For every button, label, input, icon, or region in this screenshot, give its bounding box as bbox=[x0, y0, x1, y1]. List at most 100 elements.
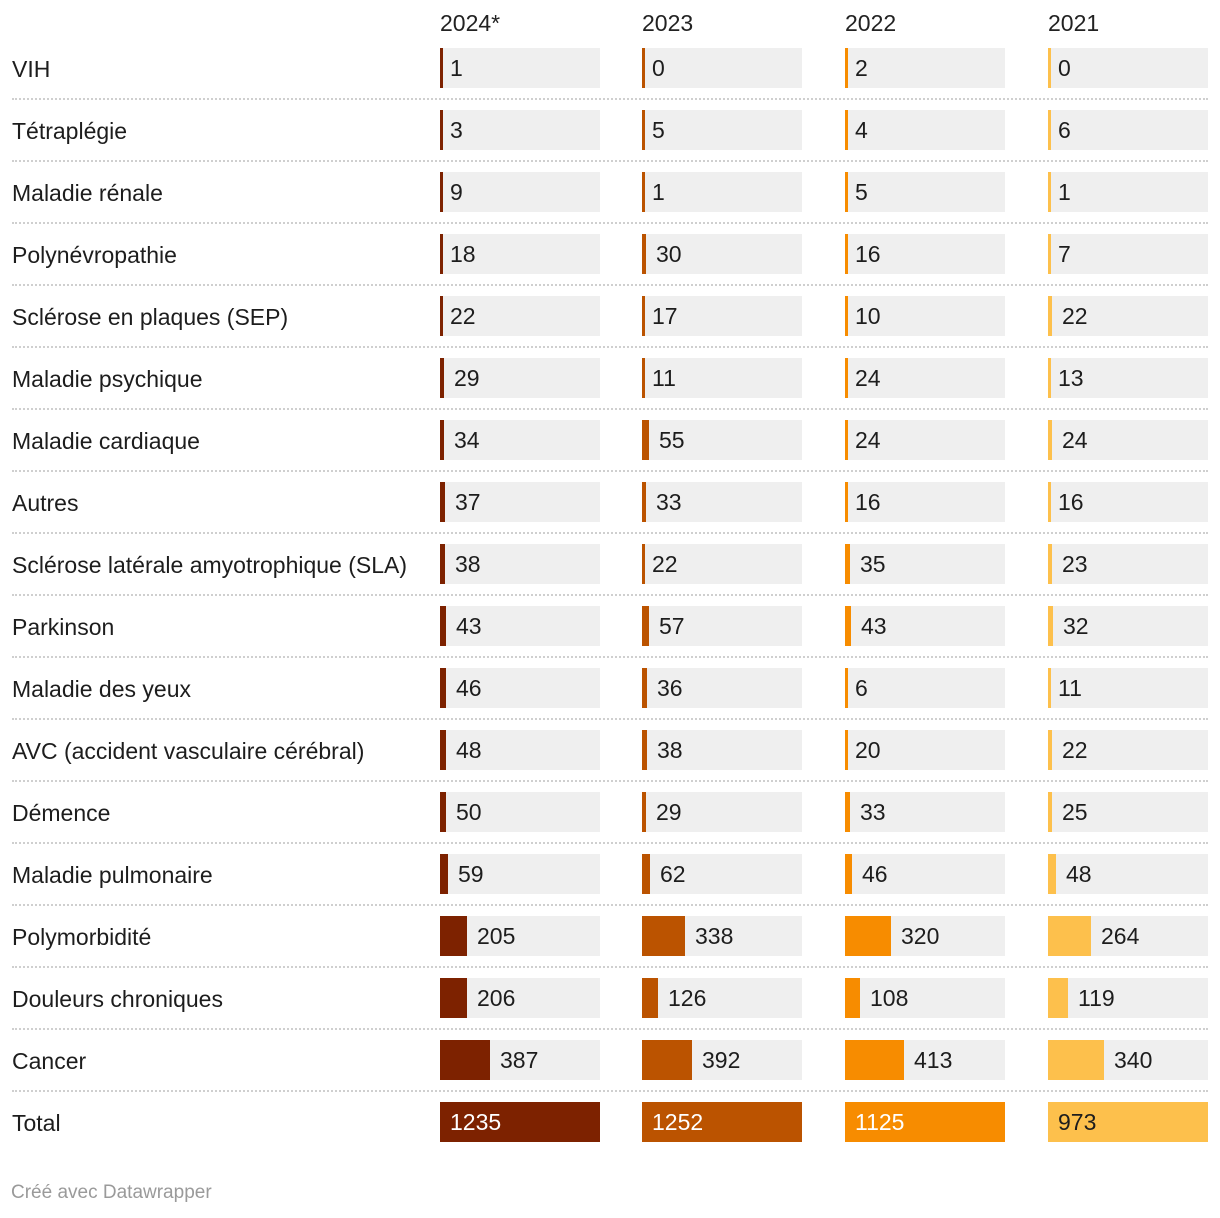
row-label: Polymorbidité bbox=[12, 924, 152, 950]
table-row: Maladie pulmonaire 59 62 46 48 bbox=[12, 844, 1208, 906]
row-label: Sclérose en plaques (SEP) bbox=[12, 304, 289, 330]
bar-value-label: 16 bbox=[1058, 489, 1084, 515]
bar-cell: 18 bbox=[440, 234, 600, 274]
column-header-2024: 2024* bbox=[440, 10, 501, 36]
row-divider bbox=[12, 284, 1208, 286]
bar-value-label: 32 bbox=[1063, 613, 1089, 639]
bar-cell: 38 bbox=[642, 730, 802, 770]
bar-mark bbox=[1048, 296, 1052, 336]
bar-value-label: 37 bbox=[455, 489, 481, 515]
bar-mark bbox=[440, 730, 446, 770]
bar-cell: 1235 bbox=[440, 1102, 600, 1142]
bar-mark bbox=[440, 1040, 490, 1080]
bar-value-label: 22 bbox=[1062, 737, 1088, 763]
table-row: Sclérose en plaques (SEP) 22 17 10 22 bbox=[12, 286, 1208, 348]
bar-mark bbox=[440, 296, 443, 336]
bar-mark bbox=[845, 234, 848, 274]
bar-cell: 5 bbox=[642, 110, 802, 150]
bar-mark bbox=[642, 668, 647, 708]
bar-mark bbox=[642, 482, 646, 522]
bar-cell: 16 bbox=[845, 234, 1005, 274]
bar-mark bbox=[440, 482, 445, 522]
table-row: Total 1235 1252 1125 973 bbox=[12, 1092, 1208, 1154]
bar-cell: 22 bbox=[1048, 296, 1208, 336]
row-label: Douleurs chroniques bbox=[12, 986, 223, 1012]
bar-cell: 16 bbox=[845, 482, 1005, 522]
bar-mark bbox=[845, 854, 852, 894]
bar-mark bbox=[845, 606, 851, 646]
bar-cell: 23 bbox=[1048, 544, 1208, 584]
bar-value-label: 36 bbox=[657, 675, 683, 701]
bar-mark bbox=[845, 48, 848, 88]
bar-mark bbox=[642, 172, 645, 212]
bar-mark bbox=[845, 296, 848, 336]
bar-cell: 338 bbox=[642, 916, 802, 956]
row-divider bbox=[12, 656, 1208, 658]
row-label: AVC (accident vasculaire cérébral) bbox=[12, 738, 365, 764]
bar-mark bbox=[845, 668, 848, 708]
row-divider bbox=[12, 222, 1208, 224]
bar-mark bbox=[845, 978, 860, 1018]
bar-cell: 17 bbox=[642, 296, 802, 336]
bar-value-label: 1125 bbox=[855, 1109, 905, 1135]
bar-value-label: 43 bbox=[861, 613, 887, 639]
bar-value-label: 2 bbox=[855, 55, 868, 81]
bar-cell: 264 bbox=[1048, 916, 1208, 956]
row-divider bbox=[12, 1028, 1208, 1030]
bar-mark bbox=[1048, 234, 1051, 274]
table-row: Tétraplégie 3 5 4 6 bbox=[12, 100, 1208, 162]
bar-cell: 1 bbox=[440, 48, 600, 88]
bar-mark bbox=[1048, 358, 1051, 398]
credit-text[interactable]: Créé avec Datawrapper bbox=[11, 1182, 212, 1203]
bar-cell: 46 bbox=[440, 668, 600, 708]
bar-cell: 11 bbox=[1048, 668, 1208, 708]
bar-cell: 16 bbox=[1048, 482, 1208, 522]
bar-cell: 205 bbox=[440, 916, 600, 956]
bar-value-label: 38 bbox=[455, 551, 481, 577]
row-divider bbox=[12, 966, 1208, 968]
bar-cell: 413 bbox=[845, 1040, 1005, 1080]
bar-mark bbox=[845, 1102, 1005, 1142]
bar-mark bbox=[1048, 792, 1052, 832]
bar-value-label: 29 bbox=[454, 365, 480, 391]
bar-cell: 57 bbox=[642, 606, 802, 646]
bar-mark bbox=[642, 1040, 692, 1080]
bar-mark bbox=[1048, 420, 1052, 460]
bar-value-label: 5 bbox=[652, 117, 665, 143]
bar-value-label: 338 bbox=[695, 923, 734, 949]
bar-mark bbox=[1048, 1040, 1104, 1080]
bar-value-label: 34 bbox=[454, 427, 480, 453]
bar-mark bbox=[642, 420, 649, 460]
bar-cell: 38 bbox=[440, 544, 600, 584]
bar-value-label: 20 bbox=[855, 737, 881, 763]
bar-cell: 5 bbox=[845, 172, 1005, 212]
bar-mark bbox=[642, 792, 646, 832]
row-divider bbox=[12, 780, 1208, 782]
row-divider bbox=[12, 532, 1208, 534]
bar-mark bbox=[1048, 1102, 1208, 1142]
bar-value-label: 48 bbox=[1066, 861, 1092, 887]
bar-value-label: 5 bbox=[855, 179, 868, 205]
bar-value-label: 23 bbox=[1062, 551, 1088, 577]
bar-mark bbox=[440, 668, 446, 708]
bar-value-label: 38 bbox=[657, 737, 683, 763]
row-label: Polynévropathie bbox=[12, 242, 177, 268]
bar-mark bbox=[642, 854, 650, 894]
bar-mark bbox=[440, 234, 443, 274]
bar-value-label: 0 bbox=[652, 55, 665, 81]
bar-cell: 29 bbox=[642, 792, 802, 832]
column-header-2021: 2021 bbox=[1048, 10, 1100, 36]
bar-cell: 34 bbox=[440, 420, 600, 460]
bar-mark bbox=[1048, 916, 1091, 956]
bar-mark bbox=[845, 730, 848, 770]
bar-mark bbox=[642, 358, 645, 398]
bar-mark bbox=[1048, 978, 1068, 1018]
bar-cell: 2 bbox=[845, 48, 1005, 88]
bar-value-label: 11 bbox=[652, 365, 676, 391]
bar-cell: 1252 bbox=[642, 1102, 802, 1142]
bar-value-label: 33 bbox=[860, 799, 886, 825]
row-divider bbox=[12, 470, 1208, 472]
bar-mark bbox=[845, 916, 891, 956]
bar-cell: 206 bbox=[440, 978, 600, 1018]
